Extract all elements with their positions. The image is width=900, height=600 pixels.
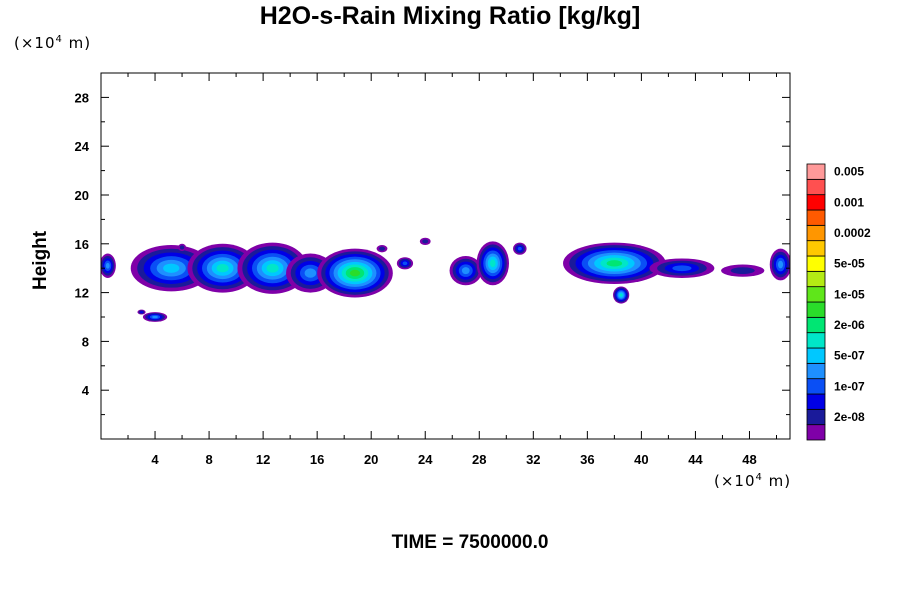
y-axis-unit: (×104 m) bbox=[14, 34, 91, 52]
contour-level-8 bbox=[349, 269, 361, 277]
rain-cell-12 bbox=[721, 264, 765, 277]
x-unit-suffix: m) bbox=[762, 472, 792, 490]
colorbar-swatch bbox=[806, 255, 826, 272]
rain-cell-6 bbox=[396, 257, 414, 270]
contour-level-4 bbox=[461, 267, 470, 275]
colorbar-swatch bbox=[806, 286, 826, 303]
rain-cell-17 bbox=[178, 243, 187, 252]
y-unit-suffix: m) bbox=[62, 34, 92, 52]
x-tick-label: 24 bbox=[418, 452, 433, 467]
contour-level-6 bbox=[619, 293, 623, 297]
contour-level-7 bbox=[606, 260, 623, 267]
rain-cell-2 bbox=[187, 243, 258, 293]
colorbar-swatch bbox=[806, 332, 826, 349]
colorbar-swatch bbox=[806, 393, 826, 410]
colorbar-label: 1e-07 bbox=[834, 379, 865, 393]
rain-cell-13 bbox=[769, 248, 790, 281]
x-tick-label: 20 bbox=[364, 452, 378, 467]
contour-level-4 bbox=[152, 315, 158, 319]
colorbar-label: 0.0002 bbox=[834, 226, 871, 240]
colorbar-swatch bbox=[806, 362, 826, 380]
colorbar-swatch bbox=[806, 316, 826, 334]
rain-cell-15 bbox=[142, 312, 168, 322]
contour-level-6 bbox=[489, 259, 496, 268]
contour-level-1 bbox=[730, 267, 755, 275]
rain-cell-7 bbox=[449, 256, 482, 286]
x-tick-label: 8 bbox=[205, 452, 212, 467]
contour-level-3 bbox=[402, 261, 408, 266]
y-tick-label: 24 bbox=[75, 139, 90, 154]
rain-cell-14 bbox=[613, 286, 630, 304]
chart-title: H2O-s-Rain Mixing Ratio [kg/kg] bbox=[259, 2, 641, 30]
colorbar: 2e-08 1e-07 5e-07 2e-06 1e-05 5e-05 0.0002 0.00… bbox=[806, 163, 871, 441]
colorbar-label: 0.005 bbox=[834, 165, 864, 179]
rain-cell-18 bbox=[419, 237, 431, 246]
contour-level-3 bbox=[672, 265, 692, 272]
y-tick-label: 28 bbox=[75, 90, 89, 105]
rain-cell-9 bbox=[513, 242, 527, 255]
contour-level-6 bbox=[216, 263, 229, 273]
y-unit-prefix: (×10 bbox=[14, 34, 56, 52]
colorbar-swatch bbox=[806, 209, 826, 226]
colorbar-swatch bbox=[806, 378, 826, 395]
contour-level-4 bbox=[105, 262, 110, 269]
x-tick-label: 16 bbox=[310, 452, 324, 467]
colorbar-swatch bbox=[806, 408, 826, 426]
y-tick-label: 8 bbox=[82, 334, 89, 349]
x-tick-label: 36 bbox=[580, 452, 594, 467]
x-tick-label: 28 bbox=[472, 452, 486, 467]
x-tick-label: 44 bbox=[688, 452, 703, 467]
x-axis-unit: (×104 m) bbox=[714, 472, 791, 490]
x-tick-label: 32 bbox=[526, 452, 540, 467]
y-tick-label: 16 bbox=[75, 237, 89, 252]
colorbar-swatch bbox=[806, 194, 826, 211]
contour-level-1 bbox=[179, 245, 185, 250]
contour-level-6 bbox=[266, 263, 279, 273]
rain-cell-19 bbox=[376, 245, 388, 253]
colorbar-label: 0.001 bbox=[834, 195, 864, 209]
x-tick-label: 48 bbox=[742, 452, 756, 467]
rain-cell-0 bbox=[101, 253, 116, 278]
colorbar-label: 2e-08 bbox=[834, 410, 865, 424]
x-unit-prefix: (×10 bbox=[714, 472, 756, 490]
x-unit-exponent: 4 bbox=[755, 472, 763, 483]
plot-frame bbox=[100, 72, 791, 440]
x-tick-label: 40 bbox=[634, 452, 648, 467]
y-tick-label: 20 bbox=[75, 188, 89, 203]
colorbar-label: 2e-06 bbox=[834, 318, 865, 332]
colorbar-swatch bbox=[806, 163, 826, 180]
rain-cell-10 bbox=[563, 242, 666, 285]
x-tick-label: 4 bbox=[151, 452, 159, 467]
rain-cell-1 bbox=[130, 245, 212, 292]
rain-cell-16 bbox=[137, 309, 146, 315]
colorbar-swatch bbox=[806, 178, 826, 196]
colorbar-swatch bbox=[806, 424, 826, 441]
colorbar-swatch bbox=[806, 224, 826, 242]
colorbar-swatch bbox=[806, 301, 826, 318]
colorbar-swatch bbox=[806, 240, 826, 257]
y-unit-exponent: 4 bbox=[55, 34, 63, 45]
rain-cell-11 bbox=[649, 258, 715, 278]
contour-level-5 bbox=[163, 263, 180, 273]
rain-cell-5 bbox=[317, 248, 393, 298]
colorbar-swatch bbox=[806, 347, 826, 364]
colorbar-label: 5e-05 bbox=[834, 257, 865, 271]
rain-cell-8 bbox=[476, 241, 509, 286]
contour-field bbox=[101, 237, 790, 322]
y-tick-label: 4 bbox=[82, 383, 90, 398]
contour-level-1 bbox=[379, 246, 386, 251]
x-tick-label: 12 bbox=[256, 452, 270, 467]
contour-level-2 bbox=[139, 311, 144, 314]
colorbar-swatch bbox=[806, 270, 826, 288]
y-tick-label: 12 bbox=[75, 286, 89, 301]
contour-level-1 bbox=[422, 239, 429, 244]
time-label: TIME = 7500000.0 bbox=[391, 532, 549, 553]
contour-level-4 bbox=[777, 260, 784, 269]
contour-level-4 bbox=[304, 268, 317, 278]
contour-level-3 bbox=[517, 246, 522, 251]
colorbar-label: 5e-07 bbox=[834, 349, 865, 363]
colorbar-label: 1e-05 bbox=[834, 287, 865, 301]
